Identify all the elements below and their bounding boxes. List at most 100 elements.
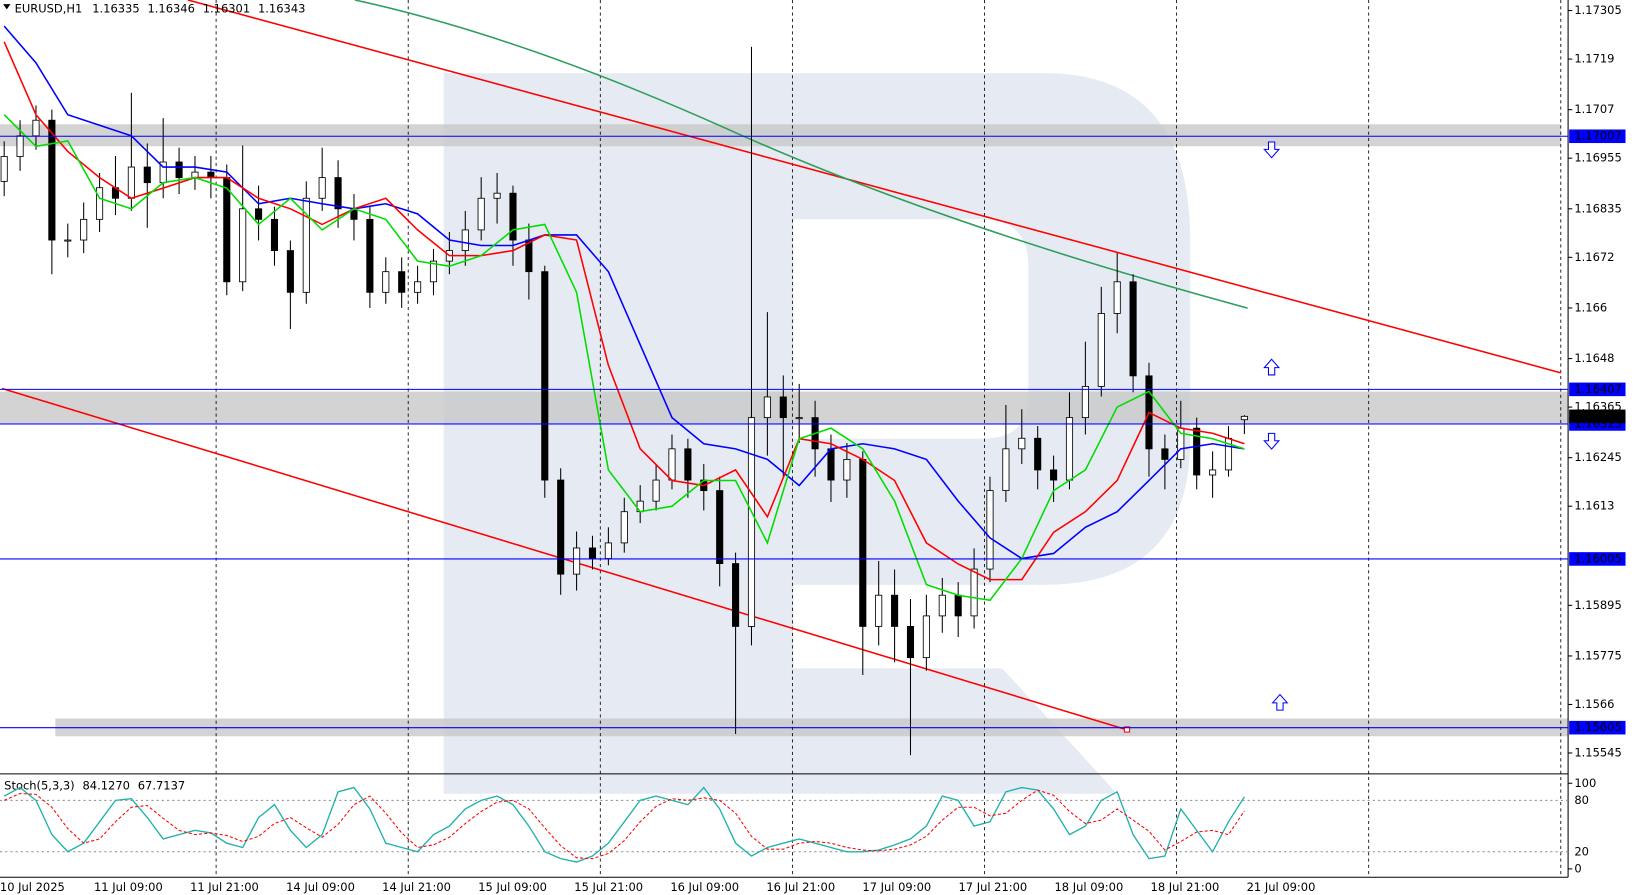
x-tick-label: 17 Jul 21:00 xyxy=(958,880,1027,894)
candle-body xyxy=(1081,385,1089,419)
candle-body xyxy=(763,396,771,419)
y-tick-label: 1.15775 xyxy=(1574,648,1621,662)
candle-body xyxy=(827,448,835,481)
candle-body xyxy=(1002,448,1010,492)
candle-body xyxy=(747,417,756,627)
candle-body xyxy=(891,594,899,627)
level-label: 1.17007 xyxy=(1574,129,1621,143)
y-tick-label: 1.16955 xyxy=(1574,151,1621,165)
candle-body xyxy=(477,197,485,231)
arrow-up xyxy=(1271,693,1289,711)
candle-body xyxy=(843,458,851,481)
y-tick-label: 1.166 xyxy=(1574,300,1607,314)
grid xyxy=(215,0,1562,878)
candle-body xyxy=(0,156,8,182)
x-tick-label: 11 Jul 21:00 xyxy=(190,880,259,894)
candle-body xyxy=(461,229,469,251)
y-tick-label: 1.16835 xyxy=(1574,201,1621,215)
candle-body xyxy=(875,594,883,627)
stoch-tick-label: 20 xyxy=(1574,844,1589,858)
x-tick-label: 14 Jul 09:00 xyxy=(286,880,355,894)
price-label: 1.16343 xyxy=(1574,409,1621,423)
level-label: 1.16005 xyxy=(1574,551,1621,565)
candle-body xyxy=(636,500,644,513)
candle-body xyxy=(620,511,628,544)
candle-body xyxy=(1034,437,1042,471)
trend-anchor xyxy=(1123,726,1131,733)
candle-body xyxy=(127,166,135,199)
candle-body xyxy=(207,171,215,179)
candle-body xyxy=(525,239,533,273)
stoch-tick-label: 80 xyxy=(1574,793,1589,807)
candle-body xyxy=(318,177,326,199)
candle-body xyxy=(239,208,247,283)
long-ma xyxy=(354,0,1248,309)
candle-body xyxy=(270,218,279,251)
stoch-signal-readout: 67.7137 xyxy=(138,778,185,792)
arrow-down xyxy=(1263,432,1281,450)
candle-body xyxy=(970,568,978,617)
x-tick-label: 21 Jul 09:00 xyxy=(1247,880,1316,894)
stoch-tick-label: 0 xyxy=(1574,861,1581,875)
x-tick-label: 16 Jul 09:00 xyxy=(670,880,739,894)
candle-body xyxy=(509,192,517,241)
candle-body xyxy=(414,281,422,293)
menu-triangle xyxy=(3,4,11,10)
candle-body xyxy=(334,177,342,210)
candle-body xyxy=(588,547,597,559)
candle-body xyxy=(255,208,263,220)
level-label-box xyxy=(1569,720,1626,735)
candle-body xyxy=(32,119,40,137)
signal-arrows xyxy=(1263,141,1289,711)
moving-average xyxy=(3,41,1245,581)
level-label: 1.16407 xyxy=(1574,382,1621,396)
candle-body xyxy=(429,260,438,283)
candle-body xyxy=(859,458,867,627)
candle-body xyxy=(64,239,72,242)
candle-body xyxy=(493,192,501,199)
arrow-up xyxy=(1263,358,1281,376)
zone-band xyxy=(0,124,1561,147)
candle-body xyxy=(16,135,24,157)
candle-body xyxy=(779,396,787,419)
candle-body xyxy=(1193,427,1201,476)
candle-body xyxy=(1240,415,1248,421)
readout-high: 1.16346 xyxy=(147,1,194,15)
readout-open: 1.16335 xyxy=(92,1,139,15)
level-label-box xyxy=(1569,382,1626,397)
y-tick-label: 1.16245 xyxy=(1574,450,1621,464)
candle-body xyxy=(1050,469,1058,481)
candle-body xyxy=(398,271,406,293)
candle-body xyxy=(732,563,740,627)
watermark xyxy=(443,73,1191,794)
stoch-readout: Stoch(5,3,3) 84.1270 67.7137 xyxy=(4,778,185,792)
candle-body xyxy=(938,594,946,617)
candle-body xyxy=(1113,281,1121,314)
candle-body xyxy=(652,479,660,502)
plot xyxy=(0,25,1248,756)
y-tick-label: 1.1566 xyxy=(1574,697,1614,711)
candle-body xyxy=(986,490,994,570)
candle-body xyxy=(302,197,310,293)
x-tick-label: 17 Jul 09:00 xyxy=(862,880,931,894)
stoch-tick-label: 100 xyxy=(1574,776,1596,790)
y-tick-label: 1.1672 xyxy=(1574,250,1614,264)
x-tick-label: 11 Jul 09:00 xyxy=(94,880,163,894)
candle-body xyxy=(80,218,88,241)
candle-body xyxy=(604,542,612,559)
moving-average xyxy=(3,114,1245,602)
candle-body xyxy=(1018,437,1026,450)
candle-body xyxy=(286,250,294,293)
candle-body xyxy=(48,119,56,241)
level-label-box xyxy=(1569,129,1626,144)
y-tick-label: 1.1648 xyxy=(1574,351,1614,365)
candle-body xyxy=(223,177,231,283)
candle-body xyxy=(96,187,104,220)
y-tick-label: 1.1707 xyxy=(1574,102,1614,116)
x-tick-label: 15 Jul 09:00 xyxy=(478,880,547,894)
candle-body xyxy=(1065,417,1074,481)
level-label: 1.15605 xyxy=(1574,720,1621,734)
candle-body xyxy=(382,271,390,293)
y-tick-label: 1.15895 xyxy=(1574,598,1621,612)
